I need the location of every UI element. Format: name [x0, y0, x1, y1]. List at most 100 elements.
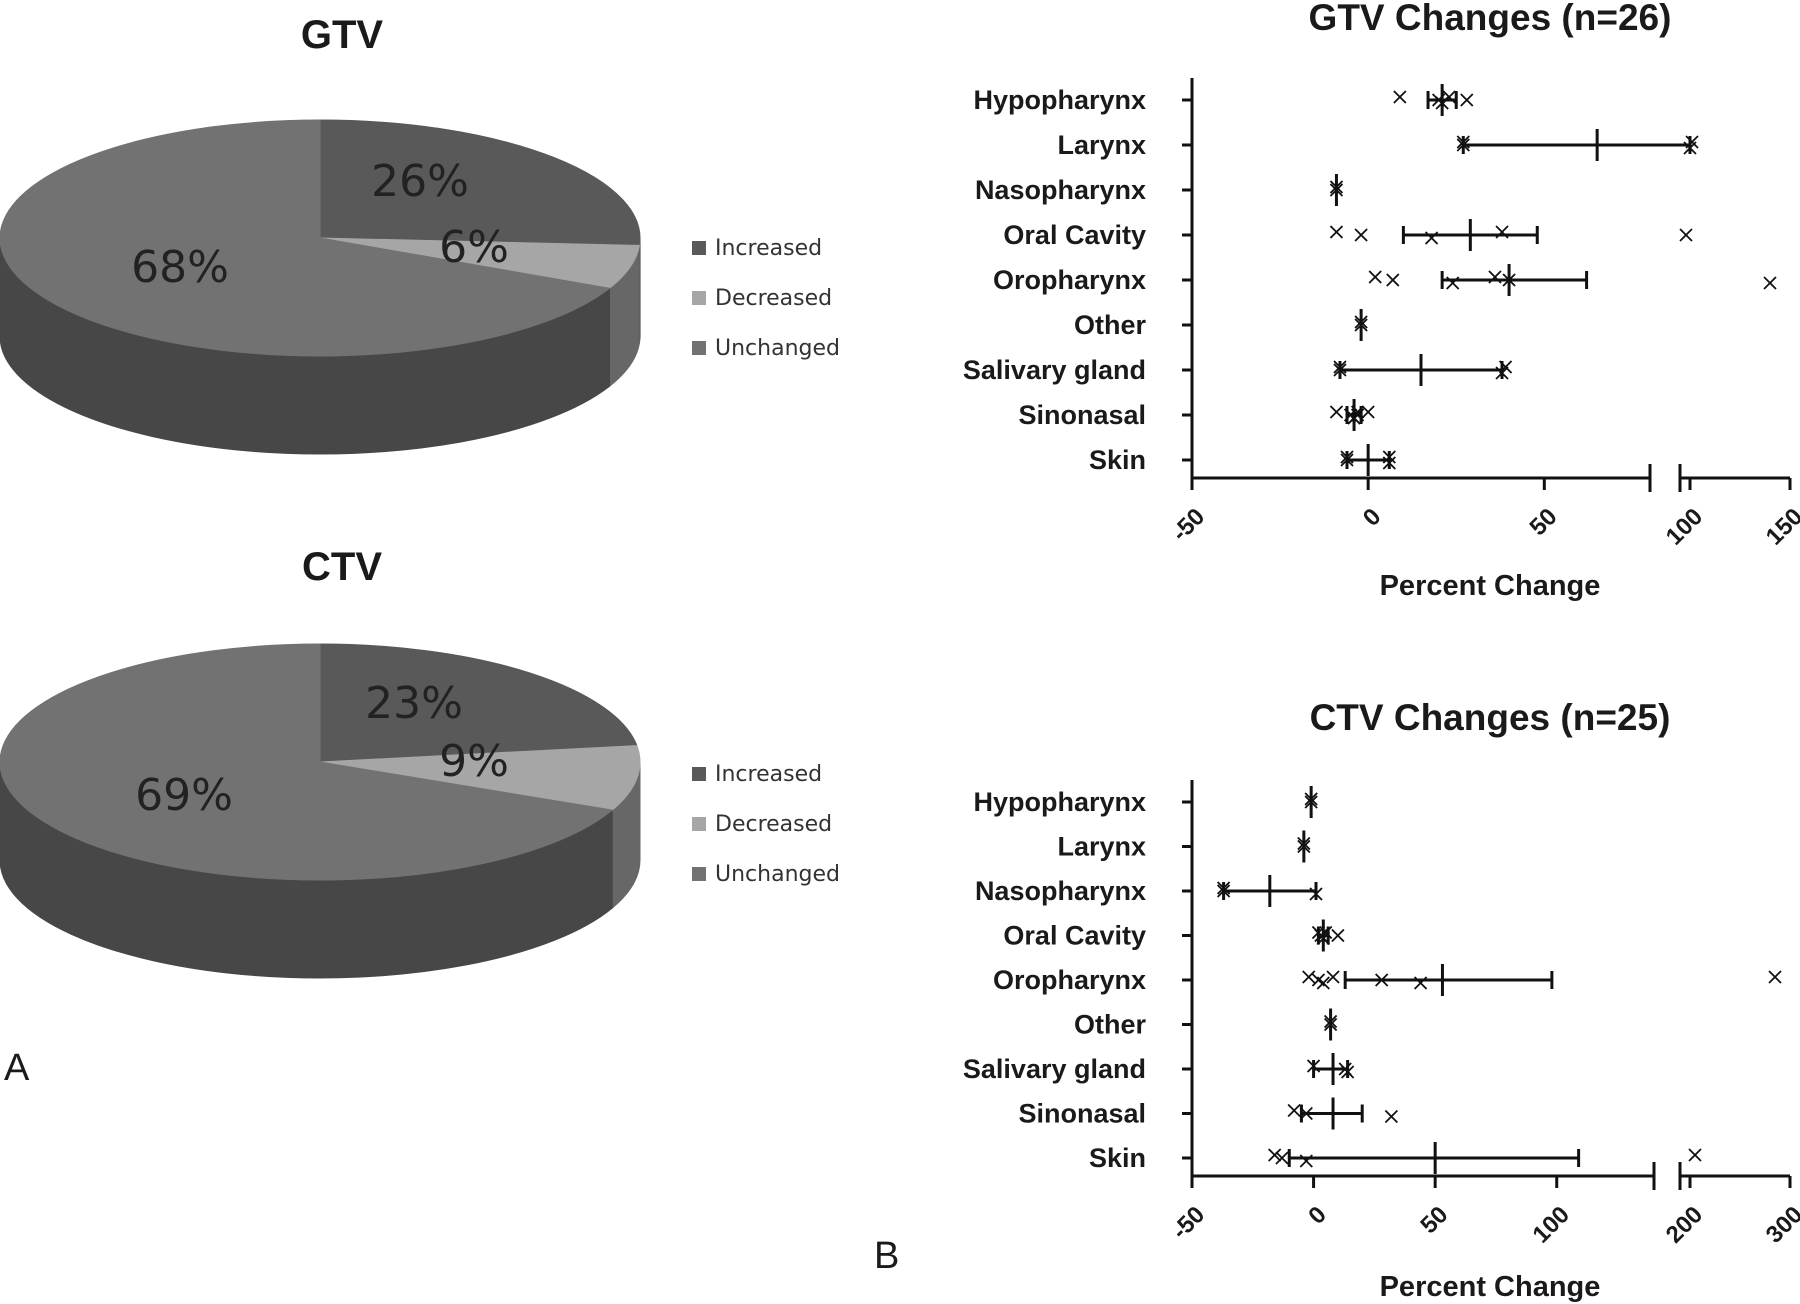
point-stroke	[1347, 411, 1361, 425]
pie-slice-decreased	[319, 237, 640, 289]
point-stroke	[1456, 135, 1470, 149]
point-stroke	[1446, 276, 1460, 290]
data-point	[1763, 276, 1777, 290]
point-stroke	[1495, 366, 1509, 380]
plot-title: CTV Changes (n=25)	[1310, 697, 1671, 738]
pie-top	[0, 119, 641, 357]
category-label-skin: Skin	[1089, 445, 1146, 475]
x-tick-label: -50	[1167, 1201, 1211, 1245]
category-label-nasopharynx: Nasopharynx	[975, 175, 1146, 205]
row-larynx	[1456, 129, 1699, 161]
pie-label-increased: 26%	[371, 156, 469, 207]
data-point	[1275, 1151, 1289, 1165]
legend-label-increased: Increased	[715, 762, 822, 787]
point-stroke	[1368, 270, 1382, 284]
x-axis-label: Percent Change	[1380, 1271, 1601, 1303]
data-point	[1354, 228, 1368, 242]
pie-label-decreased: 9%	[439, 736, 509, 787]
point-stroke	[1329, 405, 1344, 419]
point-stroke	[1309, 887, 1323, 901]
legend-label-decreased: Decreased	[715, 286, 832, 311]
data-point	[1340, 453, 1354, 467]
point-stroke	[1304, 795, 1318, 809]
data-point	[1309, 887, 1323, 901]
pie-label-unchanged: 68%	[131, 242, 229, 293]
row-salivary-gland	[1333, 354, 1513, 386]
data-point	[1326, 970, 1340, 984]
data-point	[1299, 1154, 1313, 1168]
category-label-sinonasal: Sinonasal	[1018, 1099, 1146, 1129]
data-point	[1424, 231, 1439, 245]
panel-label-b: B	[874, 1235, 899, 1277]
row-hypopharynx	[1393, 84, 1474, 116]
point-stroke	[1319, 925, 1333, 940]
pie-slice-unchanged	[0, 643, 614, 881]
data-point	[1386, 273, 1400, 287]
data-point	[1456, 138, 1470, 152]
x-tick-label: -50	[1167, 503, 1211, 547]
legend-swatch-increased	[692, 767, 706, 781]
point-stroke	[1323, 1014, 1338, 1029]
point-stroke	[1382, 456, 1396, 470]
category-label-other: Other	[1074, 1010, 1147, 1040]
panel-label-a: A	[4, 1047, 30, 1089]
point-stroke	[1495, 225, 1509, 239]
category-label-salivary-gland: Salivary gland	[963, 1054, 1146, 1084]
row-oral-cavity	[1329, 219, 1693, 251]
point-stroke	[1424, 231, 1439, 245]
data-point	[1329, 183, 1344, 197]
x-tick-label: 0	[1303, 1201, 1332, 1230]
point-stroke	[1498, 360, 1513, 374]
data-point	[1297, 836, 1311, 851]
data-point	[1306, 1059, 1321, 1073]
row-sinonasal	[1329, 399, 1375, 431]
point-stroke	[1306, 1059, 1321, 1073]
x-tick-label: 50	[1415, 1201, 1453, 1239]
row-sinonasal	[1287, 1097, 1399, 1130]
legend-label-unchanged: Unchanged	[715, 862, 840, 887]
pie-label-increased: 23%	[365, 678, 463, 729]
data-point	[1456, 135, 1470, 149]
point-stroke	[1763, 276, 1777, 290]
legend-swatch-decreased	[692, 291, 706, 305]
row-salivary-gland	[1306, 1053, 1355, 1085]
category-label-oropharynx: Oropharynx	[993, 965, 1146, 995]
point-stroke	[1685, 135, 1699, 149]
data-point	[1340, 450, 1354, 464]
row-oropharynx	[1368, 264, 1777, 296]
category-label-other: Other	[1074, 310, 1147, 340]
pie-legend: Increased Decreased Unchanged	[692, 762, 840, 887]
point-stroke	[1384, 1109, 1399, 1124]
point-stroke	[1331, 928, 1345, 943]
point-stroke	[1386, 273, 1400, 287]
data-point	[1413, 976, 1428, 990]
legend-swatch-increased	[692, 241, 706, 255]
data-point	[1347, 411, 1361, 425]
point-stroke	[1304, 792, 1318, 806]
dot-plot-gtv-changes-n-26: GTV Changes (n=26) Hypopharynx Larynx Nasop…	[963, 0, 1800, 602]
row-other	[1354, 309, 1368, 341]
point-stroke	[1488, 270, 1502, 284]
point-stroke	[1329, 180, 1344, 194]
point-stroke	[1311, 973, 1326, 987]
category-label-hypopharynx: Hypopharynx	[973, 85, 1146, 115]
data-point	[1350, 405, 1365, 419]
row-nasopharynx	[1216, 875, 1323, 907]
data-point	[1384, 1109, 1399, 1124]
x-tick-label: 100	[1661, 503, 1708, 550]
data-point	[1688, 1148, 1702, 1162]
pie-label-unchanged: 69%	[135, 770, 233, 821]
point-stroke	[1268, 1148, 1282, 1162]
data-point	[1329, 180, 1344, 194]
legend-swatch-unchanged	[692, 867, 706, 881]
x-tick-label: 0	[1358, 503, 1387, 532]
x-tick-label: 100	[1528, 1201, 1575, 1248]
point-stroke	[1323, 1017, 1338, 1032]
point-stroke	[1393, 90, 1407, 104]
point-stroke	[1326, 970, 1340, 984]
point-stroke	[1297, 836, 1311, 851]
row-skin	[1268, 1142, 1702, 1174]
point-stroke	[1354, 318, 1368, 332]
data-point	[1460, 93, 1474, 107]
row-larynx	[1297, 830, 1311, 863]
